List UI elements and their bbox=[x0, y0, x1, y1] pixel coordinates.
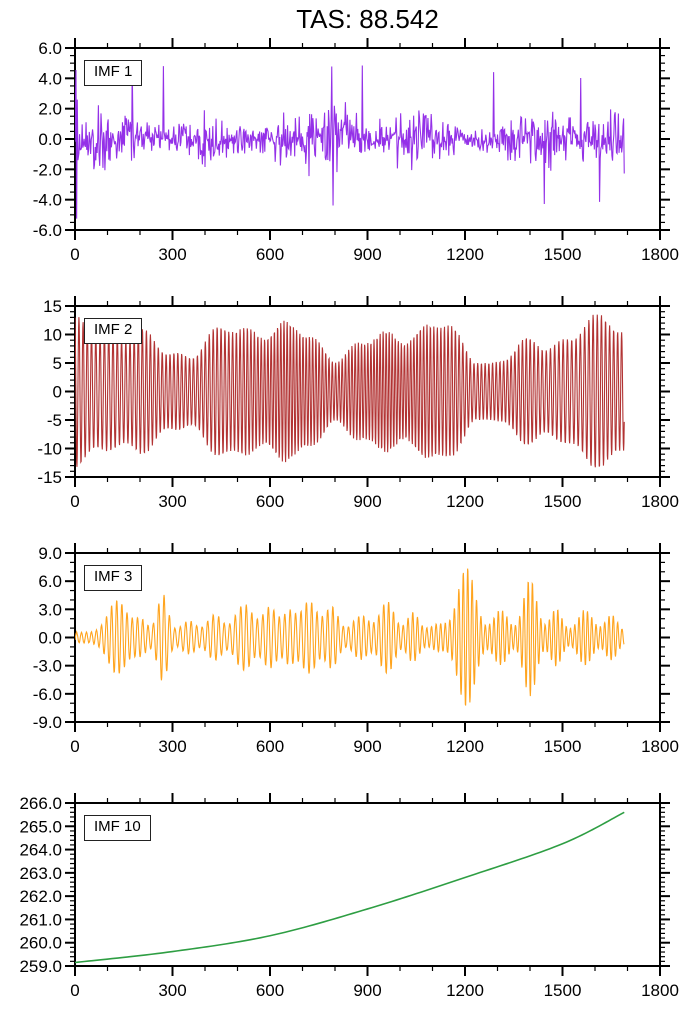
y-tick-label: -15 bbox=[37, 468, 62, 487]
y-tick-label: -6.0 bbox=[33, 685, 62, 704]
y-tick-label: 261.0 bbox=[19, 910, 62, 929]
chart-title: TAS: 88.542 bbox=[296, 4, 439, 34]
y-tick-label: 264.0 bbox=[19, 841, 62, 860]
x-tick-label: 1500 bbox=[544, 981, 582, 1000]
x-tick-label: 900 bbox=[353, 737, 381, 756]
y-tick-label: 262.0 bbox=[19, 887, 62, 906]
y-tick-label: 5 bbox=[53, 354, 62, 373]
panel-label-imf-10: IMF 10 bbox=[84, 815, 151, 841]
panel-imf-2: 0 300 600 900 1200 1500 1800 15 10 5 0 -5 -10 -15 bbox=[37, 296, 679, 511]
panel-label-imf-3: IMF 3 bbox=[84, 565, 143, 591]
tick-marks bbox=[65, 38, 670, 240]
panel-label-imf-1: IMF 1 bbox=[84, 60, 143, 86]
panel-frame bbox=[74, 802, 661, 967]
panel-imf-1: 0 300 600 900 1200 1500 1800 6.0 4.0 2.0 0.0 -2.0 -4… bbox=[33, 38, 679, 264]
imf-10-line bbox=[75, 811, 625, 964]
y-tick-label: 6.0 bbox=[38, 39, 62, 58]
y-tick-label: 0.0 bbox=[38, 130, 62, 149]
y-tick-label: 260.0 bbox=[19, 934, 62, 953]
x-tick-label: 1500 bbox=[544, 245, 582, 264]
x-tick-label: 1800 bbox=[641, 981, 679, 1000]
tick-marks bbox=[65, 793, 670, 976]
tick-labels: 0 300 600 900 1200 1500 1800 266.0 265.0 264.0 263… bbox=[19, 794, 678, 1000]
y-tick-label: 4.0 bbox=[38, 69, 62, 88]
x-tick-label: 600 bbox=[256, 981, 284, 1000]
panel-imf-10: 0 300 600 900 1200 1500 1800 266.0 265.0 264.0 263… bbox=[19, 793, 679, 1000]
y-tick-label: 0.0 bbox=[38, 629, 62, 648]
y-tick-label: 3.0 bbox=[38, 600, 62, 619]
y-tick-label: -4.0 bbox=[33, 191, 62, 210]
x-tick-label: 300 bbox=[158, 492, 186, 511]
x-tick-label: 0 bbox=[70, 737, 79, 756]
panel-imf-3: 0 300 600 900 1200 1500 1800 9.0 6.0 3.0 0.0 -3.0 -6… bbox=[33, 543, 679, 756]
x-tick-label: 0 bbox=[70, 492, 79, 511]
x-tick-label: 600 bbox=[256, 245, 284, 264]
y-tick-label: 9.0 bbox=[38, 544, 62, 563]
y-tick-label: 6.0 bbox=[38, 572, 62, 591]
imf-2-line bbox=[75, 314, 625, 468]
x-tick-label: 600 bbox=[256, 492, 284, 511]
x-tick-label: 900 bbox=[353, 981, 381, 1000]
x-tick-label: 300 bbox=[158, 245, 186, 264]
tick-marks bbox=[65, 543, 670, 732]
y-tick-label: -5 bbox=[47, 411, 62, 430]
x-tick-label: 1500 bbox=[544, 737, 582, 756]
x-tick-label: 300 bbox=[158, 737, 186, 756]
x-tick-label: 1800 bbox=[641, 737, 679, 756]
y-tick-label: 0 bbox=[53, 383, 62, 402]
y-tick-label: 266.0 bbox=[19, 794, 62, 813]
x-tick-label: 0 bbox=[70, 981, 79, 1000]
tick-labels: 0 300 600 900 1200 1500 1800 15 10 5 0 -5 -10 -15 bbox=[37, 297, 678, 511]
y-tick-label: -10 bbox=[37, 440, 62, 459]
y-tick-label: 2.0 bbox=[38, 100, 62, 119]
y-tick-label: -6.0 bbox=[33, 221, 62, 240]
x-tick-label: 600 bbox=[256, 737, 284, 756]
y-tick-label: 265.0 bbox=[19, 817, 62, 836]
y-tick-label: 259.0 bbox=[19, 957, 62, 976]
x-tick-label: 0 bbox=[70, 245, 79, 264]
y-tick-label: -9.0 bbox=[33, 713, 62, 732]
y-tick-label: -3.0 bbox=[33, 657, 62, 676]
y-tick-label: 263.0 bbox=[19, 864, 62, 883]
imf-3-line bbox=[75, 568, 625, 706]
x-tick-label: 1800 bbox=[641, 245, 679, 264]
x-tick-label: 1200 bbox=[446, 245, 484, 264]
x-tick-label: 1800 bbox=[641, 492, 679, 511]
x-tick-label: 900 bbox=[353, 492, 381, 511]
x-tick-label: 1200 bbox=[446, 492, 484, 511]
y-tick-label: 10 bbox=[43, 326, 62, 345]
x-tick-label: 300 bbox=[158, 981, 186, 1000]
panel-label-imf-2: IMF 2 bbox=[84, 318, 143, 344]
tick-marks bbox=[65, 296, 670, 487]
imf-1-line bbox=[75, 65, 625, 219]
tick-labels: 0 300 600 900 1200 1500 1800 6.0 4.0 2.0 0.0 -2.0 -4… bbox=[33, 39, 679, 264]
x-tick-label: 900 bbox=[353, 245, 381, 264]
x-tick-label: 1200 bbox=[446, 981, 484, 1000]
x-tick-label: 1500 bbox=[544, 492, 582, 511]
x-tick-label: 1200 bbox=[446, 737, 484, 756]
y-tick-label: -2.0 bbox=[33, 160, 62, 179]
y-tick-label: 15 bbox=[43, 297, 62, 316]
tick-labels: 0 300 600 900 1200 1500 1800 9.0 6.0 3.0 0.0 -3.0 -6… bbox=[33, 544, 679, 756]
